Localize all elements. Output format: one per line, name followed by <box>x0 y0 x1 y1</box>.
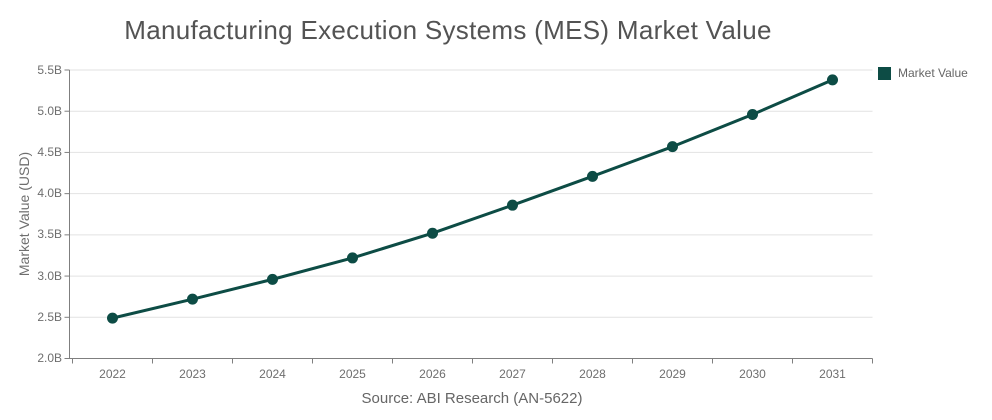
data-point[interactable] <box>587 170 598 182</box>
legend-item-market-value[interactable]: Market Value <box>878 66 968 80</box>
source-caption: Source: ABI Research (AN-5622) <box>361 390 583 407</box>
data-point[interactable] <box>667 141 678 153</box>
data-point[interactable] <box>107 312 118 324</box>
data-point[interactable] <box>267 273 278 285</box>
data-point[interactable] <box>507 199 518 211</box>
market-value-line <box>111 78 834 320</box>
data-point[interactable] <box>427 227 438 239</box>
legend-item-label: Market Value <box>898 66 968 80</box>
data-point[interactable] <box>747 109 758 121</box>
data-point[interactable] <box>347 252 358 264</box>
legend: Market Value <box>878 66 968 80</box>
data-point[interactable] <box>827 74 838 86</box>
chart-title: Manufacturing Execution Systems (MES) Ma… <box>124 15 772 45</box>
data-point[interactable] <box>187 293 198 305</box>
legend-swatch-icon <box>878 66 891 80</box>
